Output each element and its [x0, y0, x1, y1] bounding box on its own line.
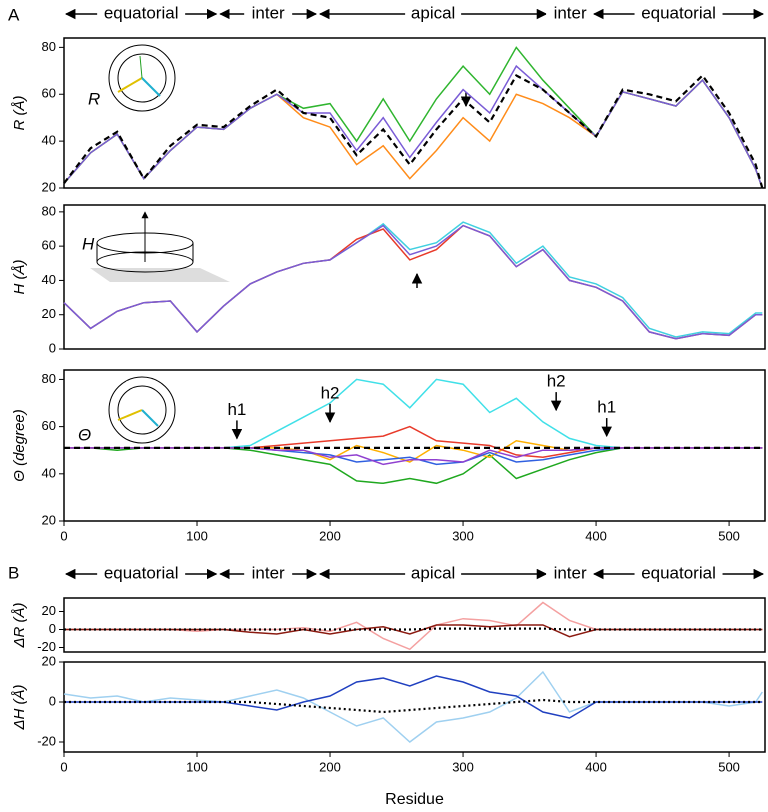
x-tick-label: 300	[452, 759, 474, 774]
panel-label: B	[8, 563, 19, 582]
series-line	[63, 46, 764, 189]
panel-label: A	[8, 5, 20, 24]
domain-label: equatorial	[641, 3, 716, 22]
y-tick-label: 0	[49, 693, 56, 708]
x-tick-label: 100	[186, 528, 208, 543]
series-line	[64, 447, 763, 466]
y-tick-label: 60	[42, 238, 56, 253]
inset-r	[108, 44, 176, 112]
inset-h	[90, 211, 230, 282]
label-bg	[244, 5, 293, 23]
y-tick-label: 20	[42, 179, 56, 194]
x-tick-label: 400	[585, 528, 607, 543]
inset-label: R	[88, 89, 100, 108]
y-tick-label: 60	[42, 418, 56, 433]
x-tick-label: 100	[186, 759, 208, 774]
domain-label: apical	[411, 563, 455, 582]
label-bg	[634, 5, 723, 23]
y-axis-label: Θ (degree)	[11, 409, 28, 482]
series-line	[63, 224, 763, 340]
domain-label: inter	[554, 3, 587, 22]
label-bg	[405, 565, 462, 583]
label-bg	[634, 565, 723, 583]
x-tick-label: 500	[718, 759, 740, 774]
y-tick-label: 40	[42, 272, 56, 287]
domain-label: inter	[554, 563, 587, 582]
inset-label: Θ	[78, 425, 91, 444]
label-bg	[546, 565, 595, 583]
x-tick-label: 400	[585, 759, 607, 774]
x-axis-label: Residue	[385, 791, 444, 808]
annotation-label: h1	[597, 398, 616, 417]
x-tick-label: 0	[60, 528, 67, 543]
series-line	[63, 224, 763, 340]
series-line	[64, 675, 763, 719]
y-tick-label: 0	[49, 340, 56, 355]
plot-frame	[63, 37, 766, 189]
series-line	[64, 378, 763, 449]
plot-frame	[63, 204, 766, 350]
series-line	[64, 447, 763, 466]
annotation-label: h2	[321, 383, 340, 402]
y-tick-label: -20	[37, 733, 56, 748]
x-tick-label: 500	[718, 528, 740, 543]
y-tick-label: 20	[42, 512, 56, 527]
label-bg	[97, 565, 186, 583]
series-line	[63, 670, 763, 743]
y-tick-label: 20	[42, 603, 56, 618]
plot-frame	[63, 661, 766, 753]
y-axis-label: ΔR (Å)	[11, 602, 28, 648]
x-tick-label: 200	[319, 528, 341, 543]
label-bg	[405, 5, 462, 23]
y-axis-label: H (Å)	[11, 260, 28, 295]
plot-frame	[63, 369, 766, 522]
series-line	[63, 64, 764, 189]
y-axis-label: R (Å)	[11, 96, 28, 131]
y-tick-label: 20	[42, 653, 56, 668]
series-line	[63, 73, 764, 189]
series-line	[64, 601, 763, 651]
y-tick-label: 60	[42, 86, 56, 101]
plot-frame	[63, 597, 766, 653]
inset-label: H	[82, 234, 95, 253]
series-line	[64, 425, 763, 459]
domain-label: inter	[252, 563, 285, 582]
y-axis-label: ΔH (Å)	[11, 684, 28, 730]
domain-label: equatorial	[104, 563, 179, 582]
domain-label: equatorial	[641, 563, 716, 582]
x-tick-label: 200	[319, 759, 341, 774]
domain-label: equatorial	[104, 3, 179, 22]
y-tick-label: -20	[37, 639, 56, 654]
x-tick-label: 300	[452, 528, 474, 543]
domain-label: apical	[411, 3, 455, 22]
y-tick-label: 20	[42, 306, 56, 321]
annotation-label: h1	[227, 400, 246, 419]
y-tick-label: 80	[42, 203, 56, 218]
x-tick-label: 0	[60, 759, 67, 774]
label-bg	[97, 5, 186, 23]
annotation-label: h2	[547, 372, 566, 391]
series-line	[64, 624, 763, 638]
y-tick-label: 40	[42, 465, 56, 480]
y-tick-label: 80	[42, 371, 56, 386]
y-tick-label: 40	[42, 133, 56, 148]
y-tick-label: 0	[49, 621, 56, 636]
y-tick-label: 80	[42, 39, 56, 54]
label-bg	[546, 5, 595, 23]
inset-theta	[108, 376, 176, 444]
series-line	[64, 447, 763, 485]
domain-label: inter	[252, 3, 285, 22]
label-bg	[244, 565, 293, 583]
